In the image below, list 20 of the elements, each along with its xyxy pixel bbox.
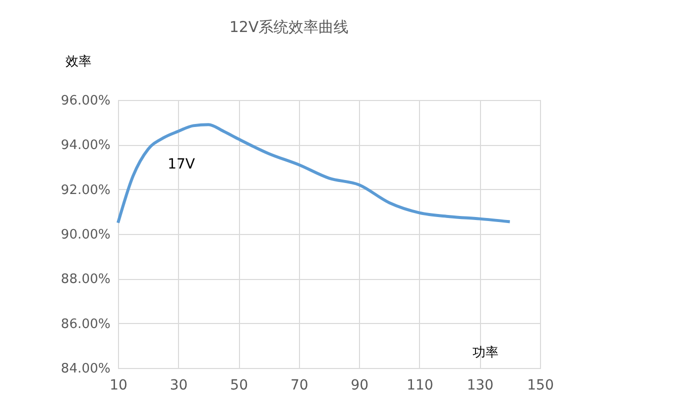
- y-tick-label: 92.00%: [60, 182, 110, 198]
- y-tick-label: 84.00%: [60, 362, 110, 376]
- x-tick-label: 70: [290, 378, 308, 394]
- x-tick-label: 50: [230, 378, 248, 394]
- x-tick-label: 30: [170, 378, 188, 394]
- x-tick-label: 130: [466, 378, 494, 394]
- x-axis-title: 功率: [472, 344, 498, 360]
- y-tick-label: 96.00%: [60, 94, 110, 108]
- x-tick-label: 90: [350, 378, 369, 394]
- x-tick-label: 10: [110, 378, 128, 394]
- x-tick-label: 150: [527, 378, 554, 394]
- line-series: [116, 123, 512, 224]
- y-tick-label: 90.00%: [60, 228, 110, 242]
- y-axis-title: 效率: [66, 54, 92, 70]
- y-tick-label: 88.00%: [60, 272, 110, 288]
- annotation: 17V: [168, 156, 196, 172]
- x-tick-label: 110: [406, 378, 434, 394]
- y-tick-label: 86.00%: [60, 316, 110, 332]
- y-tick-label: 94.00%: [60, 138, 110, 154]
- chart-title: 12V系统效率曲线: [229, 18, 349, 36]
